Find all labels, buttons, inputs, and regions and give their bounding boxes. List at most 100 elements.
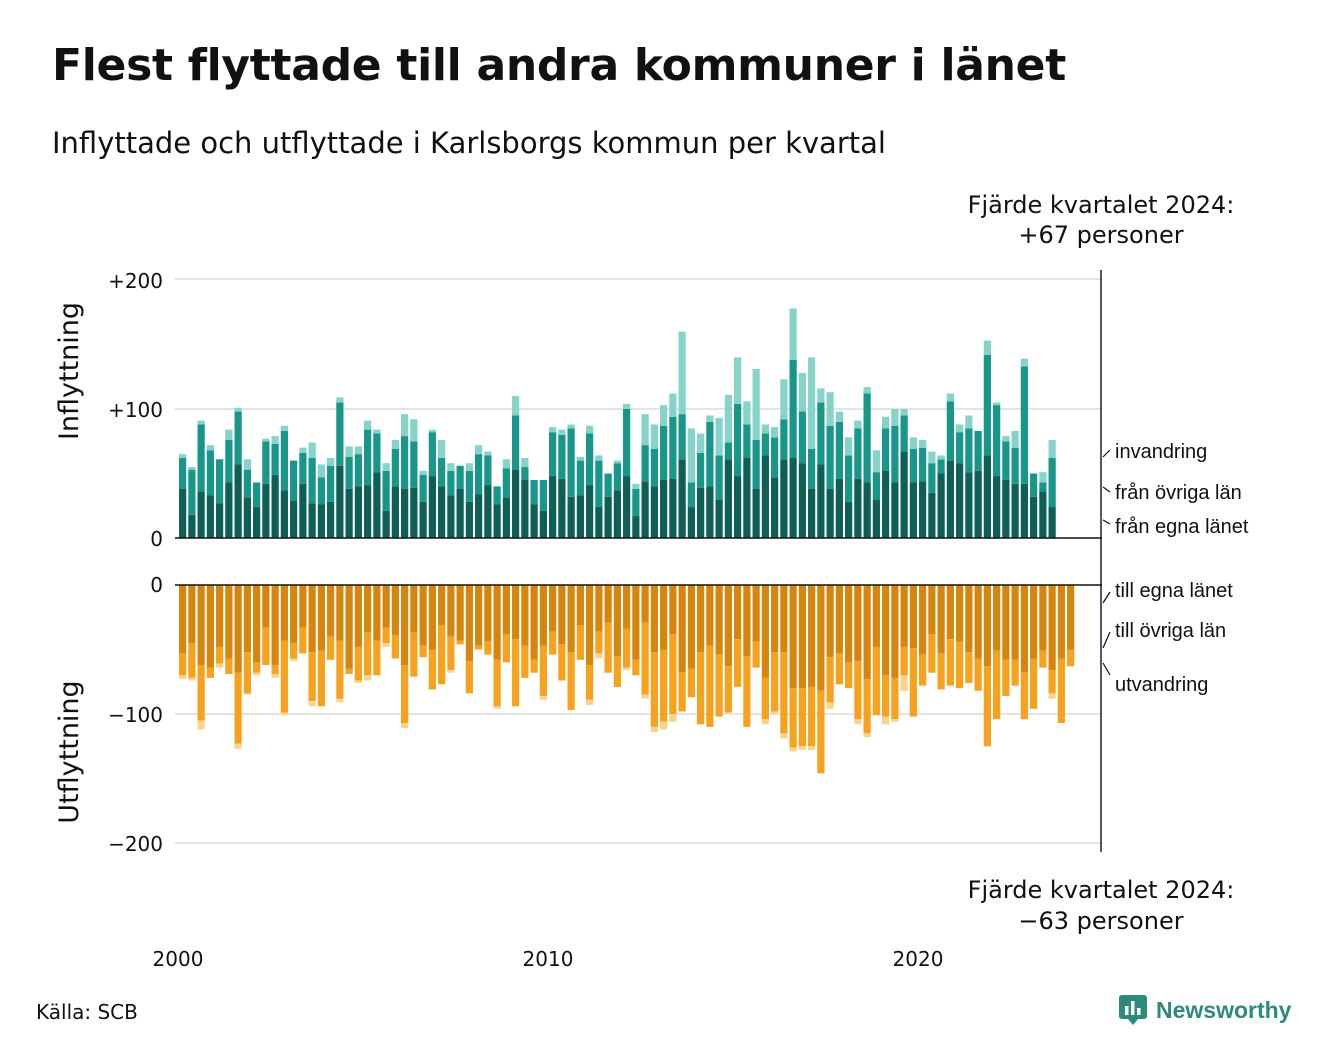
inflyttning-bar-q54-s1 [678, 414, 686, 460]
utflyttning-bar-q46-s0 [604, 585, 612, 623]
inflyttning-bar-q21-s2 [373, 429, 381, 434]
inflyttning-bar-q11-s1 [280, 430, 288, 491]
utflyttning-bar-q78-s2 [900, 675, 908, 691]
legend-utvandring: utvandring [1115, 674, 1208, 696]
bars-in [179, 308, 1056, 538]
utflyttning-bar-q44-s0 [586, 585, 594, 665]
inflyttning-bar-q22-s2 [382, 463, 390, 471]
utflyttning-bar-q54-s1 [678, 672, 686, 712]
inflyttning-bar-q36-s1 [512, 415, 520, 470]
inflyttning-bar-q62-s0 [752, 488, 760, 538]
utflyttning-bar-q15-s0 [317, 585, 325, 651]
utflyttning-bar-q24-s2 [401, 723, 409, 729]
utflyttning-bar-q58-s0 [715, 585, 723, 655]
inflyttning-bar-q30-s0 [456, 488, 464, 538]
utflyttning-bar-q2-s0 [197, 585, 205, 665]
inflyttning-bar-q47-s0 [613, 490, 621, 538]
utflyttning-bar-q20-s1 [364, 632, 372, 676]
utflyttning-bar-q30-s0 [456, 585, 464, 641]
inflyttning-bar-q62-s2 [752, 369, 760, 440]
utflyttning-bar-q95-s1 [1057, 658, 1065, 724]
inflyttning-bar-q2-s0 [197, 491, 205, 538]
inflyttning-bar-q17-s0 [336, 465, 344, 538]
utflyttning-bar-q76-s2 [882, 716, 890, 725]
inflyttning-bar-q35-s0 [502, 498, 510, 538]
utflyttning-bar-q91-s0 [1020, 585, 1028, 673]
utflyttning-bar-q51-s1 [650, 652, 658, 727]
brand-logo[interactable]: Newsworthy [1118, 994, 1291, 1026]
utflyttning-bar-q22-s2 [382, 643, 390, 647]
inflyttning-bar-q1-s2 [188, 467, 196, 470]
inflyttning-bar-q64-s0 [771, 477, 779, 538]
utflyttning-bar-q80-s0 [919, 585, 927, 655]
inflyttning-bar-q14-s0 [308, 503, 316, 538]
inflyttning-bar-q5-s0 [225, 482, 233, 538]
inflyttning-bar-q78-s1 [900, 415, 908, 452]
utflyttning-bar-q63-s2 [761, 719, 769, 725]
inflyttning-bar-q36-s2 [512, 396, 520, 416]
inflyttning-bar-q91-s0 [1020, 483, 1028, 538]
utflyttning-bar-q19-s0 [354, 585, 362, 647]
inflyttning-bar-q67-s1 [798, 411, 806, 464]
inflyttning-bar-q55-s2 [687, 428, 695, 483]
utflyttning-bar-q34-s2 [493, 706, 501, 709]
inflyttning-bar-q15-s0 [317, 504, 325, 538]
utflyttning-bar-q39-s0 [539, 585, 547, 646]
inflyttning-bar-q76-s0 [882, 470, 890, 538]
inflyttning-bar-q11-s2 [280, 425, 288, 431]
inflyttning-bar-q53-s2 [669, 393, 677, 417]
utflyttning-bar-q60-s1 [734, 639, 742, 687]
utflyttning-bar-q2-s2 [197, 720, 205, 730]
utflyttning-bar-q40-s1 [549, 631, 557, 655]
utflyttning-bar-q53-s1 [669, 634, 677, 714]
inflyttning-bar-q74-s2 [863, 387, 871, 394]
utflyttning-bar-q19-s2 [354, 680, 362, 684]
inflyttning-bar-q55-s1 [687, 482, 695, 508]
utflyttning-bar-q96-s0 [1067, 585, 1075, 650]
utflyttning-bar-q75-s1 [872, 646, 880, 716]
inflyttning-bar-q38-s1 [530, 479, 538, 505]
utflyttning-bar-q29-s0 [447, 585, 455, 637]
inflyttning-bar-q7-s2 [243, 459, 251, 470]
utflyttning-bar-q56-s0 [697, 585, 705, 653]
inflyttning-bar-q63-s1 [761, 433, 769, 456]
inflyttning-bar-q68-s0 [808, 488, 816, 538]
utflyttning-bar-q72-s0 [845, 585, 853, 663]
utflyttning-bar-q26-s1 [419, 645, 427, 658]
inflyttning-bar-q44-s1 [586, 433, 594, 486]
utflyttning-bar-q83-s1 [946, 639, 954, 686]
inflyttning-bar-q82-s0 [937, 473, 945, 538]
inflyttning-bar-q34-s0 [493, 504, 501, 538]
ylabel-out: Utflyttning [54, 680, 85, 823]
annotation-bottom-line2: −63 personer [1018, 907, 1183, 935]
utflyttning-bar-q57-s0 [706, 585, 714, 646]
inflyttning-bar-q35-s2 [502, 459, 510, 469]
inflyttning-bar-q23-s1 [391, 448, 399, 487]
utflyttning-bar-q33-s1 [484, 641, 492, 655]
utflyttning-bar-q17-s1 [336, 640, 344, 699]
utflyttning-bar-q16-s0 [327, 585, 335, 637]
inflyttning-bar-q58-s2 [715, 418, 723, 456]
utflyttning-bar-q42-s0 [567, 585, 575, 653]
utflyttning-bar-q82-s0 [937, 585, 945, 654]
utflyttning-bar-q1-s2 [188, 677, 196, 681]
inflyttning-bar-q16-s0 [327, 501, 335, 538]
inflyttning-bar-q89-s0 [1002, 479, 1010, 538]
inflyttning-bar-q92-s1 [1030, 473, 1038, 497]
inflyttning-bar-q65-s1 [780, 419, 788, 460]
inflyttning-bar-q31-s0 [465, 501, 473, 538]
chart-subtitle: Inflyttade och utflyttade i Karlsborgs k… [52, 126, 886, 160]
inflyttning-bar-q76-s1 [882, 428, 890, 471]
utflyttning-bar-q45-s2 [595, 653, 603, 659]
inflyttning-bar-q48-s0 [623, 476, 631, 538]
utflyttning-bar-q20-s0 [364, 585, 372, 633]
inflyttning-bar-q73-s2 [854, 420, 862, 429]
inflyttning-bar-q25-s1 [410, 441, 418, 488]
inflyttning-bar-q41-s0 [558, 478, 566, 538]
utflyttning-bar-q2-s1 [197, 664, 205, 721]
utflyttning-bar-q65-s2 [780, 733, 788, 739]
utflyttning-bar-q64-s1 [771, 652, 779, 712]
inflyttning-bar-q75-s2 [872, 450, 880, 473]
inflyttning-bar-q73-s1 [854, 428, 862, 479]
inflyttning-bar-q82-s1 [937, 459, 945, 474]
